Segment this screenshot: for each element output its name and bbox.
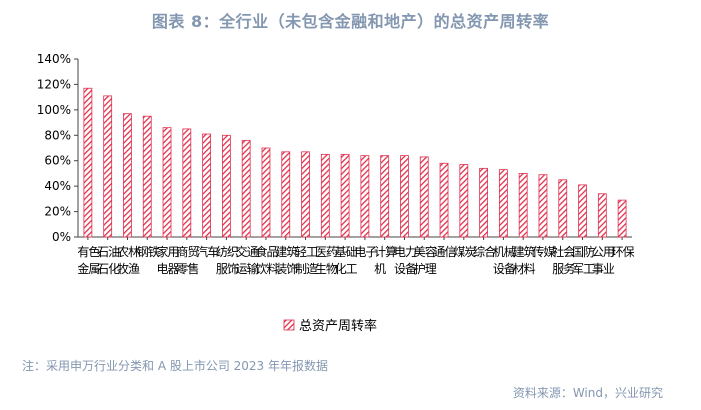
bar: [459, 164, 469, 238]
bar: [597, 193, 607, 238]
bar: [538, 174, 548, 238]
x-tick-label: 食品饮料: [255, 244, 278, 276]
bar: [479, 167, 489, 238]
bar: [162, 127, 172, 238]
x-tick-label: 环保: [612, 245, 635, 259]
x-tick-label: 国防军工: [572, 244, 595, 276]
bar: [617, 199, 627, 238]
x-tick-label: 医药生物: [315, 245, 338, 276]
x-tick-label: 机械设备: [493, 244, 516, 276]
bar: [142, 115, 152, 238]
bar: [83, 87, 93, 238]
x-tick-label: 电子: [354, 245, 377, 259]
y-tick-label: 120%: [37, 77, 71, 91]
y-tick-label: 100%: [37, 103, 71, 117]
x-tick-label: 社会服务: [552, 244, 575, 276]
x-tick-label: 基础化工: [335, 245, 358, 276]
bar: [518, 173, 528, 238]
bar: [498, 169, 508, 238]
source-credit: 资料来源：Wind，兴业研究: [512, 386, 663, 400]
x-tick-label: 家用电器: [157, 244, 180, 276]
x-tick-label: 建筑材料: [513, 244, 536, 276]
bar: [182, 128, 192, 238]
bar: [261, 147, 271, 238]
y-tick-label: 140%: [37, 52, 71, 66]
footnote: 注：采用申万行业分类和 A 股上市公司 2023 年年报数据: [22, 359, 329, 373]
bar: [558, 179, 568, 238]
legend-label: 总资产周转率: [299, 318, 377, 334]
x-tick-label: 商贸零售: [176, 244, 199, 276]
x-tick-label: 轻工制造: [295, 245, 318, 276]
chart-title: 图表 8：全行业（未包含金融和地产）的总资产周转率: [151, 12, 550, 31]
bar: [301, 151, 310, 238]
x-tick-label: 计算机: [374, 244, 397, 276]
x-axis-labels: 有色金属石油石化农林牧渔钢铁家用电器商贸零售汽车纺织服饰交通运输食品饮料建筑装饰…: [77, 244, 634, 276]
bar: [439, 162, 449, 238]
bar: [419, 156, 429, 238]
bar: [578, 184, 587, 238]
x-tick-label: 通信: [434, 245, 457, 259]
legend-swatch: [283, 319, 295, 331]
y-tick-label: 0%: [52, 230, 71, 244]
x-tick-label: 钢铁: [137, 245, 160, 259]
bar: [221, 134, 231, 238]
bar: [202, 133, 212, 238]
x-tick-label: 美容护理: [414, 244, 437, 276]
x-tick-label: 农林牧渔: [117, 245, 140, 276]
x-tick-label: 有色金属: [77, 245, 100, 276]
y-tick-label: 20%: [44, 205, 71, 219]
legend: 总资产周转率: [283, 318, 377, 334]
bar: [400, 155, 409, 238]
bar: [123, 113, 132, 238]
x-tick-label: 交通运输: [236, 244, 259, 276]
x-tick-label: 汽车: [196, 244, 219, 259]
x-tick-label: 煤炭: [453, 245, 476, 259]
x-tick-label: 纺织服饰: [216, 245, 239, 276]
y-tick-label: 80%: [44, 128, 71, 142]
bar: [380, 155, 390, 238]
y-tick-label: 40%: [44, 179, 71, 193]
bar: [360, 155, 370, 238]
x-tick-label: 公用事业: [592, 245, 615, 276]
x-tick-label: 建筑装饰: [275, 244, 298, 276]
x-tick-label: 传媒: [532, 244, 555, 259]
bar: [320, 153, 330, 238]
bar: [241, 139, 251, 238]
bars: [83, 87, 627, 240]
x-tick-label: 电力设备: [394, 245, 417, 276]
x-tick-label: 石油石化: [97, 245, 120, 276]
x-tick-label: 综合: [473, 244, 496, 259]
y-tick-label: 60%: [44, 154, 71, 168]
bar: [103, 95, 113, 238]
bar: [281, 151, 291, 238]
bar: [340, 153, 350, 238]
